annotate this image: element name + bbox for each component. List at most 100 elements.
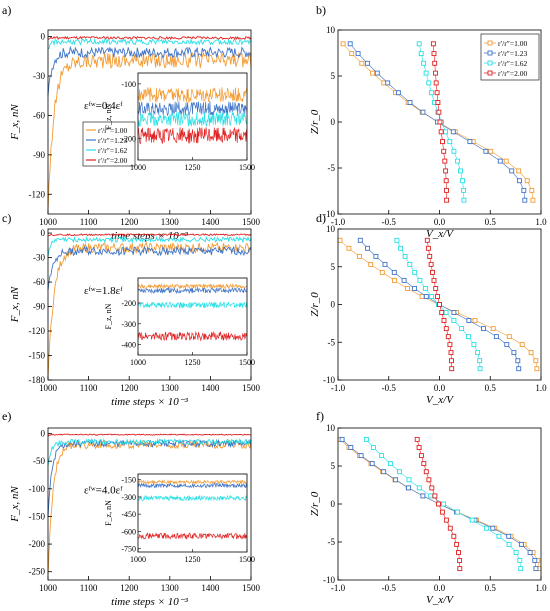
data-point-cyan — [465, 334, 471, 340]
panel-c: 1000 1100 1200 1300 1400 1500 0 -30 -60 -90 -120 -1… — [2, 211, 261, 408]
y-tick-label: -250 — [29, 567, 46, 577]
y-tick-label: -30 — [33, 253, 45, 263]
inset-series-line-blue — [137, 101, 248, 117]
y-axis-label: F_x, nN — [9, 486, 21, 523]
y-tick-label: 0 — [41, 228, 46, 238]
x-tick-label: -1.0 — [331, 583, 346, 593]
y-axis-label: Z/r_0 — [309, 491, 321, 516]
plot-frame — [47, 29, 252, 215]
x-tick-label: 1200 — [120, 583, 139, 593]
x-tick-label: 1400 — [201, 217, 220, 227]
data-point-blue — [518, 541, 524, 547]
data-point-cyan — [506, 541, 512, 547]
data-point-blue — [381, 469, 387, 475]
data-point-cyan — [451, 318, 457, 323]
data-point-red — [418, 453, 424, 459]
data-point-orange — [488, 148, 494, 154]
data-point-orange — [337, 237, 343, 243]
data-point-blue — [412, 286, 418, 291]
y-tick-label: -60 — [33, 277, 45, 287]
data-point-cyan — [471, 342, 477, 348]
data-point-red — [451, 533, 457, 539]
plot-frame — [47, 427, 252, 581]
data-point-blue — [357, 237, 363, 243]
data-point-cyan — [451, 148, 457, 154]
inset-series-line-orange — [137, 479, 248, 485]
legend: r′/r″=1.00r′/r″=1.23r′/r″=1.62r′/r″=2.00 — [82, 121, 136, 167]
inset-x-tick-label: 1500 — [239, 555, 255, 564]
y-tick-label: -200 — [29, 539, 46, 549]
inset-series-line-cyan — [137, 300, 248, 309]
data-point-red — [441, 148, 447, 154]
y-tick-label: -10 — [323, 575, 335, 585]
y-tick-label: 5 — [331, 461, 336, 471]
series-line-red — [47, 233, 252, 237]
y-tick-label: -120 — [29, 189, 46, 199]
data-point-cyan — [407, 261, 413, 267]
data-point-cyan — [422, 286, 428, 291]
y-tick-label: 0 — [41, 429, 46, 439]
inset-x-tick-label: 1000 — [130, 358, 146, 367]
data-point-red — [457, 566, 463, 572]
data-point-cyan — [406, 477, 412, 483]
data-point-red — [443, 168, 449, 174]
data-point-orange — [472, 318, 478, 323]
x-axis-label: V_x/V — [426, 228, 454, 240]
x-tick-label: -0.5 — [382, 383, 397, 393]
data-point-red — [444, 187, 449, 193]
data-point-red — [437, 119, 443, 125]
data-point-blue — [374, 70, 380, 76]
data-point-red — [429, 485, 435, 491]
data-point-red — [442, 158, 448, 164]
y-axis-label: F_x, nN — [9, 104, 21, 141]
data-point-cyan — [397, 469, 402, 475]
x-tick-label: 1500 — [242, 583, 261, 593]
inset: 1000 1250 1500 -200 -300 -400 F_z, nN — [104, 277, 255, 367]
y-tick-label: 0 — [41, 32, 46, 42]
data-point-red — [447, 525, 453, 531]
x-axis-label: time steps × 10⁻³ — [111, 596, 188, 608]
data-point-red — [430, 269, 435, 275]
data-point-blue — [515, 358, 521, 364]
x-tick-label: -0.5 — [382, 217, 397, 227]
data-point-blue — [481, 326, 486, 332]
data-point-orange — [490, 326, 496, 332]
inset-y-tick-label: -600 — [121, 527, 136, 536]
data-point-cyan — [402, 253, 408, 259]
data-point-cyan — [412, 269, 418, 275]
x-tick-label: -1.0 — [331, 383, 346, 393]
inset-x-tick-label: 1250 — [185, 555, 201, 564]
inset-x-tick-label: 1250 — [185, 163, 201, 172]
panel-f: -1.0 -0.5 0.0 0.5 1.0 10 5 0 -5 -10 V_x/V Z/r_0 f) — [309, 409, 547, 606]
panel-e: 1000 1100 1200 1300 1400 1500 0 -50 -100 -150 -200… — [2, 409, 261, 608]
data-point-cyan — [461, 187, 467, 193]
data-point-red — [436, 501, 441, 507]
legend-marker — [487, 40, 493, 46]
data-point-red — [449, 358, 454, 364]
data-point-cyan — [483, 525, 489, 531]
x-tick-label: 1200 — [120, 383, 139, 393]
data-point-blue — [391, 269, 397, 275]
legend-label: r′/r″=2.00 — [98, 156, 127, 165]
data-point-cyan — [363, 436, 369, 442]
epsilon-annotation: εᶠʷ=4.0εᶠ — [84, 484, 123, 496]
x-tick-label: 1000 — [39, 217, 58, 227]
data-point-red — [436, 109, 442, 115]
x-tick-label: 0.5 — [485, 217, 497, 227]
data-point-orange — [346, 245, 352, 251]
inset-bg — [138, 73, 247, 160]
y-tick-label: -150 — [29, 351, 46, 361]
data-point-orange — [534, 366, 540, 372]
data-point-red — [424, 237, 430, 243]
legend: r′/r″=1.00r′/r″=1.23r′/r″=1.62r′/r″=2.00 — [480, 33, 540, 81]
data-point-blue — [373, 253, 379, 259]
data-point-blue — [517, 178, 522, 184]
data-point-blue — [467, 139, 473, 145]
y-tick-label: -50 — [33, 456, 45, 466]
x-tick-label: 1100 — [80, 383, 98, 393]
inset-y-tick-label: -750 — [121, 545, 136, 554]
data-point-cyan — [455, 509, 461, 515]
data-point-red — [428, 261, 434, 267]
inset-y-tick-label: -150 — [121, 476, 136, 485]
